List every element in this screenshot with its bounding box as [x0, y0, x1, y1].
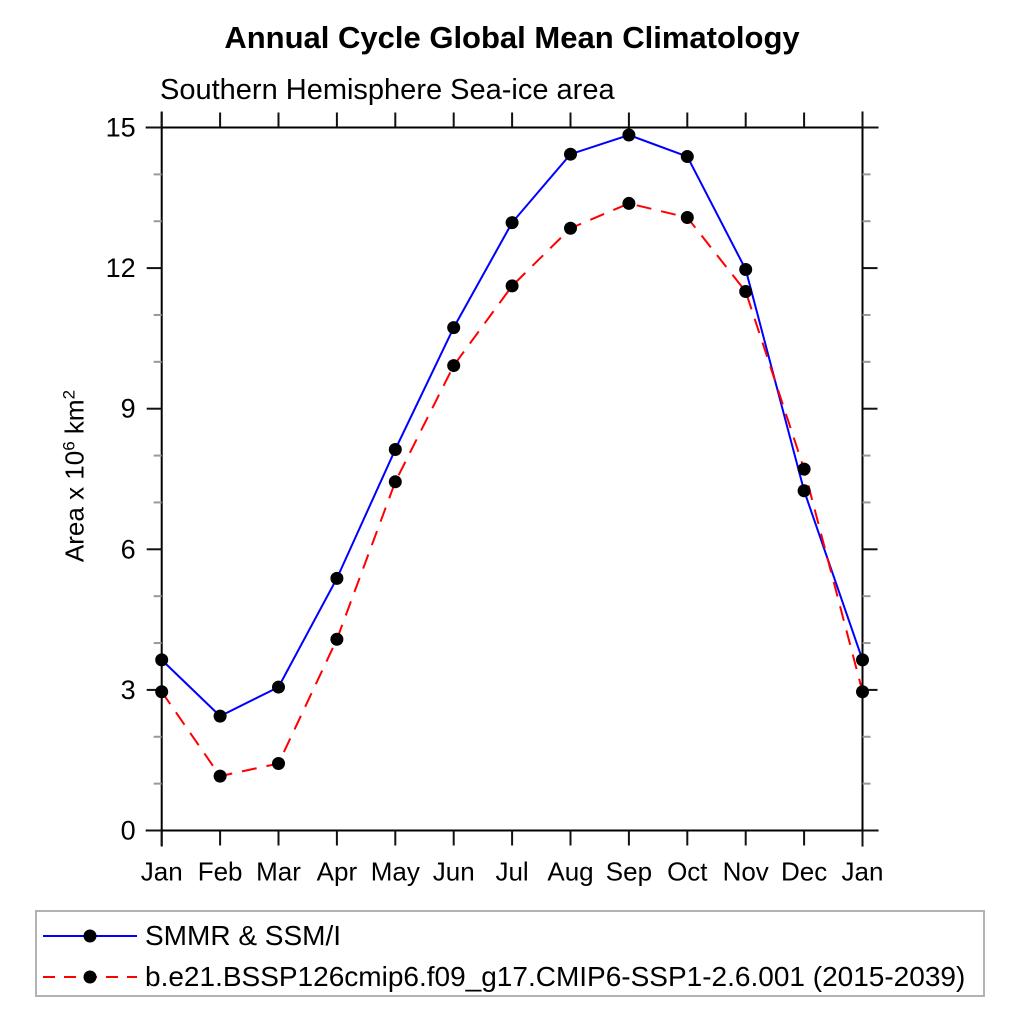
legend-label-observations: SMMR & SSM/I — [145, 920, 342, 951]
legend-box: SMMR & SSM/I b.e21.BSSP126cmip6.f09_g17.… — [35, 910, 985, 997]
x-axis-label: May — [371, 857, 420, 887]
chart-subtitle: Southern Hemisphere Sea-ice area — [160, 74, 615, 106]
data-point — [564, 147, 577, 161]
data-point — [505, 216, 519, 230]
data-point — [155, 653, 169, 667]
data-point — [272, 756, 285, 770]
data-point — [447, 359, 461, 373]
data-point — [388, 475, 402, 489]
data-point — [213, 709, 227, 723]
legend-line-solid-icon — [43, 929, 137, 943]
y-axis-label: 6 — [121, 534, 136, 564]
data-point — [622, 196, 636, 210]
x-axis-label: Jan — [842, 857, 884, 887]
data-point — [739, 285, 753, 299]
data-point — [330, 632, 344, 646]
y-axis-label: 3 — [121, 675, 136, 705]
data-point — [680, 150, 694, 164]
y-axis-label: 0 — [121, 816, 136, 846]
y-axis-label: 15 — [106, 113, 136, 143]
data-point — [797, 462, 811, 476]
data-point — [622, 128, 636, 142]
data-point — [564, 221, 577, 235]
x-axis-label: Feb — [198, 857, 243, 887]
data-point — [797, 484, 811, 498]
data-point — [505, 279, 519, 293]
x-axis-label: Mar — [256, 857, 301, 887]
page-title: Annual Cycle Global Mean Climatology — [224, 20, 800, 55]
x-axis-label: Jun — [433, 857, 475, 887]
y-axis-label: 12 — [106, 253, 136, 283]
data-point — [388, 442, 402, 456]
x-axis-label: Apr — [317, 857, 358, 887]
x-axis-label: Aug — [547, 857, 593, 887]
x-axis-label: Oct — [667, 857, 708, 887]
legend-item-model: b.e21.BSSP126cmip6.f09_g17.CMIP6-SSP1-2.… — [41, 957, 965, 997]
data-point — [856, 685, 869, 699]
data-point — [272, 680, 285, 694]
y-axis-label: 9 — [121, 394, 136, 424]
data-point — [155, 685, 169, 699]
data-point — [739, 263, 753, 277]
data-point — [330, 571, 344, 585]
legend-line-dashed-icon — [43, 970, 137, 984]
x-axis-label: Nov — [723, 857, 769, 887]
legend-label-model: b.e21.BSSP126cmip6.f09_g17.CMIP6-SSP1-2.… — [145, 961, 966, 992]
x-axis-label: Jan — [141, 857, 183, 887]
data-point — [680, 210, 694, 224]
x-axis-label: Sep — [606, 857, 652, 887]
legend-item-observations: SMMR & SSM/I — [41, 916, 341, 956]
x-axis-label: Dec — [781, 857, 827, 887]
x-axis-label: Jul — [495, 857, 528, 887]
data-point — [856, 653, 869, 667]
data-point — [213, 769, 227, 783]
data-point — [447, 321, 461, 335]
